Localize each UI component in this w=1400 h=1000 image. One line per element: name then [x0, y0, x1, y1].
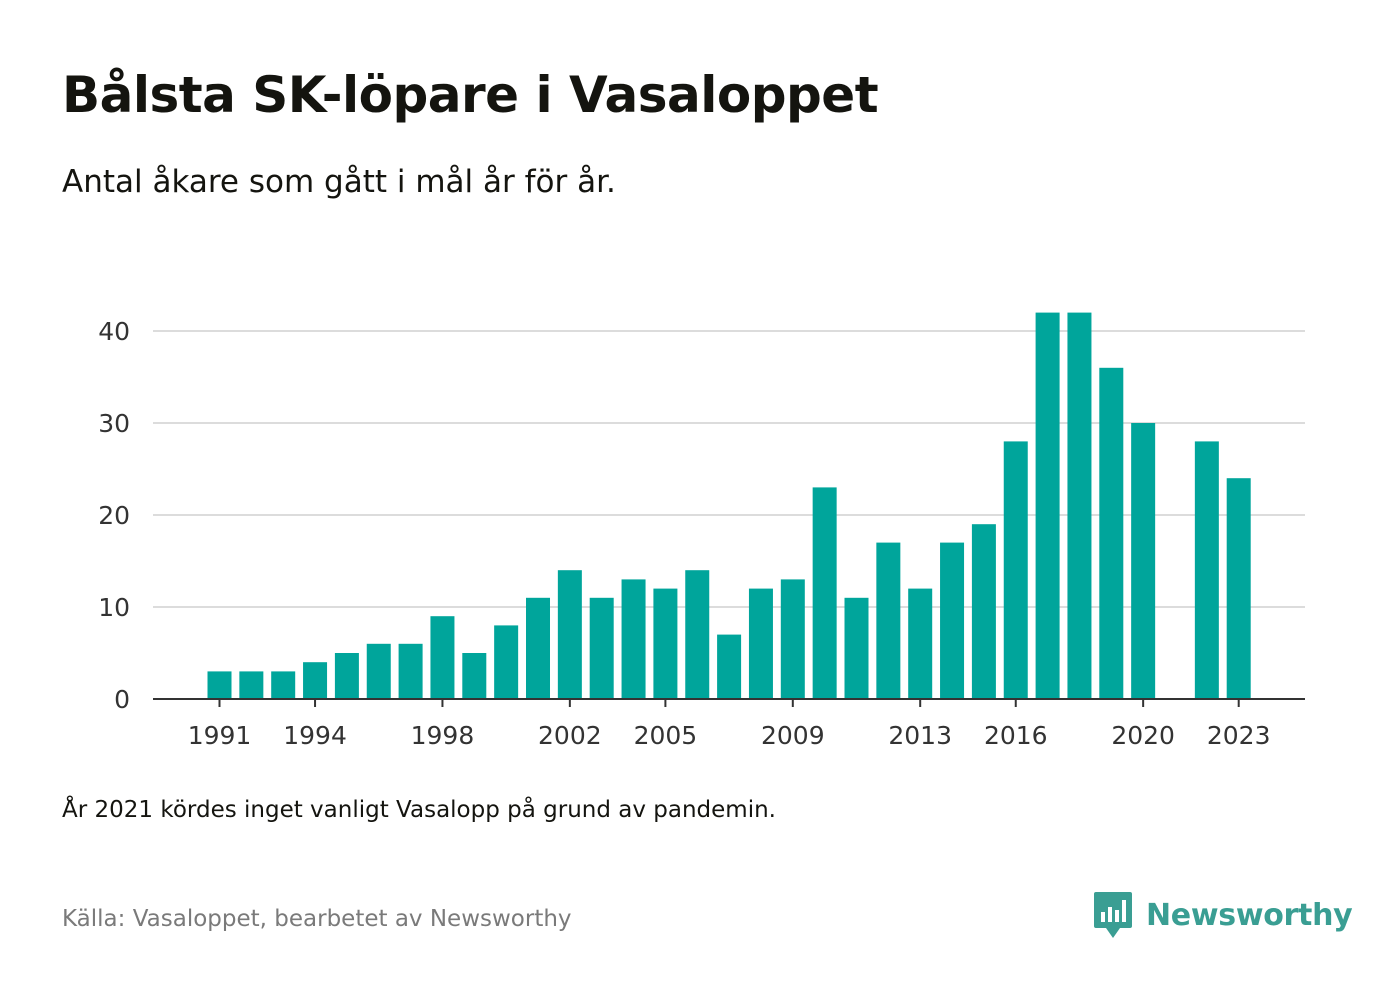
bar-1994	[303, 662, 328, 699]
newsworthy-logo-icon	[1094, 892, 1132, 938]
bar-2014	[940, 542, 965, 699]
x-tick-labels: 1991 1994 1998 2002 2005 2009 2013 2016 2020 2023	[188, 699, 1271, 750]
bar-1991	[207, 671, 232, 699]
bar-1999	[462, 653, 487, 699]
bar-2008	[748, 588, 773, 699]
chart-title: Bålsta SK-löpare i Vasaloppet	[62, 66, 879, 124]
bar-2018	[1067, 312, 1092, 699]
y-tick-label: 0	[114, 685, 130, 714]
bar-2009	[780, 579, 805, 699]
source-credit: Källa: Vasaloppet, bearbetet av Newswort…	[62, 906, 572, 932]
bar-2023	[1226, 478, 1251, 699]
bar-1993	[271, 671, 296, 699]
y-tick-labels: 0 10 20 30 40	[98, 317, 130, 714]
bar-2019	[1099, 367, 1124, 699]
bar-2013	[908, 588, 933, 699]
bar-1995	[334, 653, 359, 699]
bar-2006	[685, 570, 710, 699]
bar-1997	[398, 643, 423, 699]
brand-name: Newsworthy	[1146, 897, 1353, 933]
bar-1996	[366, 643, 391, 699]
bars	[207, 312, 1251, 699]
bar-2011	[844, 597, 869, 699]
y-tick-label: 30	[98, 409, 130, 438]
x-tick-label: 2016	[984, 721, 1048, 750]
bar-2004	[621, 579, 646, 699]
bar-2005	[653, 588, 678, 699]
bar-2020	[1131, 423, 1156, 699]
bar-chart: 0 10 20 30 40 1991 1994 1998 2002 2005 2009 2013 20…	[98, 312, 1305, 750]
bar-2016	[1003, 441, 1028, 699]
bar-2015	[971, 524, 996, 699]
bar-2017	[1035, 312, 1060, 699]
chart-subtitle: Antal åkare som gått i mål år för år.	[62, 164, 616, 200]
bar-2012	[876, 542, 901, 699]
bar-2002	[557, 570, 582, 699]
x-tick-label: 2009	[761, 721, 825, 750]
x-tick-label: 2020	[1111, 721, 1175, 750]
chart-note: År 2021 kördes inget vanligt Vasalopp på…	[62, 797, 776, 823]
y-tick-label: 20	[98, 501, 130, 530]
x-tick-label: 2002	[538, 721, 602, 750]
bar-2000	[494, 625, 519, 699]
bar-1998	[430, 616, 455, 699]
y-tick-label: 10	[98, 593, 130, 622]
bar-2001	[526, 597, 550, 699]
bar-1992	[239, 671, 264, 699]
x-tick-label: 2013	[888, 721, 952, 750]
x-tick-label: 1991	[188, 721, 252, 750]
newsworthy-brand: Newsworthy	[1092, 890, 1353, 940]
x-tick-label: 1994	[283, 721, 347, 750]
bar-2007	[717, 634, 742, 699]
x-tick-label: 2005	[634, 721, 698, 750]
y-tick-label: 40	[98, 317, 130, 346]
bar-2003	[589, 597, 614, 699]
x-tick-label: 2023	[1207, 721, 1271, 750]
bar-2022	[1194, 441, 1219, 699]
bar-2010	[812, 487, 837, 699]
x-tick-label: 1998	[411, 721, 475, 750]
